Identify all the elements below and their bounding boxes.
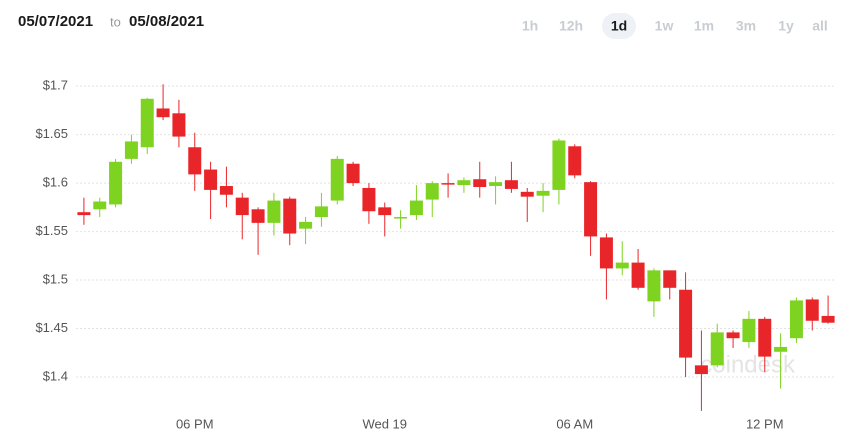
- candle-body: [156, 108, 170, 118]
- y-tick-label: $1.45: [35, 320, 68, 335]
- candle-body: [441, 183, 455, 185]
- candle-body: [409, 200, 423, 216]
- candle-body: [710, 332, 724, 366]
- candle-body: [109, 161, 123, 205]
- candle-body: [552, 140, 566, 190]
- candle-body: [742, 318, 756, 343]
- candle-body: [679, 289, 693, 358]
- candle-body: [599, 237, 613, 269]
- candle-body: [805, 299, 819, 321]
- x-tick-label: 06 AM: [556, 416, 593, 431]
- candle-body: [758, 318, 772, 357]
- candle-body: [140, 98, 154, 148]
- x-tick-label: 06 PM: [176, 416, 214, 431]
- range-button[interactable]: 12h: [559, 18, 583, 34]
- candle-body: [299, 221, 313, 229]
- candle-body: [774, 346, 788, 352]
- candle-body: [568, 146, 582, 176]
- candle-body: [362, 187, 376, 212]
- date-to: 05/08/2021: [129, 13, 204, 30]
- candle-body: [77, 212, 91, 216]
- candle-body: [504, 180, 518, 189]
- candle-body: [520, 191, 534, 197]
- x-tick-label: Wed 19: [362, 416, 407, 431]
- candle-body: [694, 365, 708, 375]
- candle-body: [172, 113, 186, 137]
- candle-body: [726, 332, 740, 339]
- candle-body: [425, 183, 439, 200]
- candle-body: [378, 207, 392, 216]
- candle-body: [188, 147, 202, 175]
- y-tick-label: $1.4: [43, 368, 68, 383]
- candle-body: [283, 198, 297, 234]
- y-tick-label: $1.55: [35, 223, 68, 238]
- range-button[interactable]: all: [812, 18, 828, 34]
- candle-body: [124, 141, 138, 159]
- range-button[interactable]: 1y: [778, 18, 794, 34]
- date-separator: to: [110, 14, 121, 29]
- y-tick-label: $1.65: [35, 126, 68, 141]
- y-tick-label: $1.7: [43, 78, 68, 93]
- range-button-bg: [602, 13, 636, 39]
- candle-body: [235, 197, 249, 216]
- candle-body: [473, 179, 487, 187]
- range-button[interactable]: 1d: [611, 18, 627, 34]
- candle-body: [93, 201, 107, 210]
- candle-body: [536, 190, 550, 196]
- y-tick-label: $1.5: [43, 271, 68, 286]
- candle-body: [204, 169, 218, 190]
- candle-body: [251, 209, 265, 223]
- range-button[interactable]: 1h: [522, 18, 538, 34]
- candle-body: [219, 186, 233, 195]
- candle-body: [346, 163, 360, 184]
- range-button[interactable]: 1w: [655, 18, 674, 34]
- candle-body: [789, 300, 803, 339]
- candle-body: [584, 182, 598, 237]
- range-button[interactable]: 3m: [736, 18, 756, 34]
- candle-body: [457, 180, 471, 186]
- date-from: 05/07/2021: [18, 13, 93, 30]
- candle-body: [314, 206, 328, 218]
- y-tick-label: $1.6: [43, 175, 68, 190]
- candle-body: [394, 217, 408, 219]
- candle-body: [615, 262, 629, 269]
- candle-body: [821, 315, 835, 323]
- x-tick-label: 12 PM: [746, 416, 784, 431]
- range-button[interactable]: 1m: [694, 18, 714, 34]
- candle-body: [663, 270, 677, 288]
- candle-body: [631, 262, 645, 288]
- candle-body: [489, 182, 503, 187]
- candle-body: [330, 158, 344, 201]
- candle-body: [647, 270, 661, 302]
- candle-body: [267, 200, 281, 223]
